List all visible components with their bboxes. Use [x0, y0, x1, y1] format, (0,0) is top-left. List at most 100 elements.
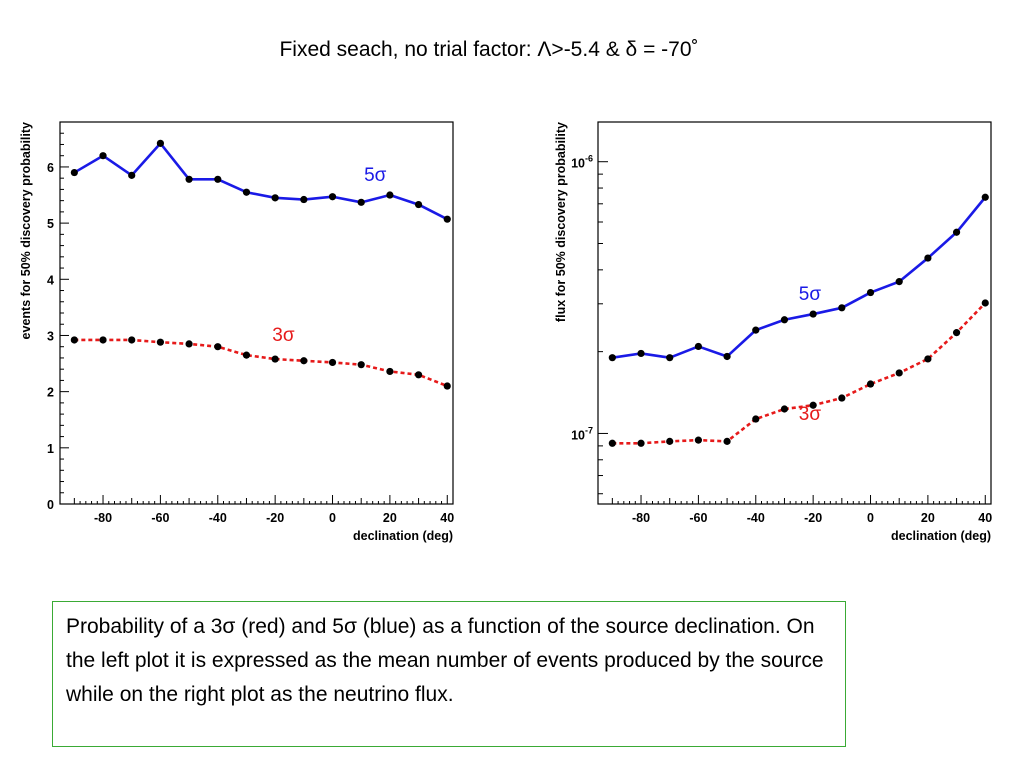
five-sigma-point: [952, 228, 961, 236]
three-sigma-point: [185, 340, 193, 348]
three-sigma-label: 3σ: [799, 404, 822, 425]
five-sigma-point: [981, 193, 989, 201]
y-tick-exponent: -6: [585, 154, 593, 164]
three-sigma-point: [780, 405, 789, 413]
three-sigma-point: [838, 394, 846, 402]
x-tick-label: 40: [440, 511, 454, 525]
five-sigma-point: [214, 175, 222, 183]
five-sigma-label: 5σ: [364, 165, 387, 186]
three-sigma-point: [924, 355, 932, 363]
five-sigma-line: [73, 142, 448, 221]
three-sigma-point: [99, 336, 107, 344]
y-tick-label: 1: [47, 442, 54, 456]
y-tick-label: 6: [47, 161, 54, 175]
y-tick-label: 3: [47, 329, 54, 343]
five-sigma-point: [924, 254, 932, 262]
three-sigma-point: [637, 439, 645, 447]
x-axis-title: declination (deg): [353, 529, 453, 543]
five-sigma-point: [666, 354, 674, 362]
three-sigma-line: [612, 302, 987, 445]
three-sigma-point: [357, 361, 365, 369]
x-tick-label: -20: [804, 511, 822, 525]
five-sigma-point: [608, 354, 616, 362]
five-sigma-point: [752, 326, 760, 334]
plot-frame: [59, 121, 454, 505]
five-sigma-line: [612, 196, 987, 359]
three-sigma-point: [128, 336, 136, 344]
y-tick-label: 5: [47, 217, 54, 231]
three-sigma-point: [156, 338, 165, 346]
three-sigma-point: [242, 351, 251, 359]
five-sigma-point: [271, 194, 279, 202]
five-sigma-point: [99, 152, 107, 160]
plot-frame: [597, 121, 992, 505]
five-sigma-label: 5σ: [799, 284, 822, 305]
five-sigma-point: [780, 316, 789, 324]
three-sigma-line: [74, 338, 448, 388]
caption-box: Probability of a 3σ (red) and 5σ (blue) …: [52, 601, 846, 747]
five-sigma-point: [694, 342, 703, 351]
five-sigma-point: [357, 198, 365, 206]
three-sigma-point: [694, 436, 703, 444]
five-sigma-point: [443, 215, 451, 223]
five-sigma-point: [414, 200, 423, 209]
slide-title: Fixed seach, no trial factor: Λ>-5.4 & δ…: [279, 38, 699, 61]
three-sigma-point: [895, 369, 903, 377]
three-sigma-point: [271, 355, 279, 363]
three-sigma-point: [300, 357, 308, 365]
five-sigma-point: [866, 288, 875, 297]
three-sigma-point: [386, 367, 394, 376]
five-sigma-point: [242, 188, 251, 196]
y-tick-label: 10-7: [571, 425, 593, 442]
five-sigma-point: [70, 168, 78, 177]
three-sigma-point: [752, 415, 760, 423]
x-tick-label: 0: [329, 511, 336, 525]
three-sigma-point: [414, 371, 423, 379]
five-sigma-point: [156, 139, 165, 147]
three-sigma-point: [866, 380, 875, 388]
five-sigma-point: [386, 191, 394, 199]
y-tick-exponent: -7: [585, 425, 593, 435]
five-sigma-point: [185, 175, 193, 183]
three-sigma-point: [214, 343, 222, 351]
caption-text: Probability of a 3σ (red) and 5σ (blue) …: [66, 615, 824, 706]
x-axis-title: declination (deg): [891, 529, 991, 543]
three-sigma-point: [608, 439, 616, 447]
x-tick-label: -20: [266, 511, 284, 525]
five-sigma-point: [838, 304, 846, 312]
five-sigma-point: [128, 171, 136, 179]
x-tick-label: -40: [209, 511, 227, 525]
three-sigma-point: [666, 437, 674, 445]
three-sigma-point: [809, 401, 817, 409]
x-tick-label: 40: [978, 511, 992, 525]
x-tick-label: -80: [94, 511, 112, 525]
five-sigma-point: [328, 193, 337, 201]
three-sigma-point: [981, 299, 989, 307]
x-tick-label: -40: [747, 511, 765, 525]
three-sigma-point: [328, 358, 337, 367]
y-axis-title: flux for 50% discovery probability: [554, 122, 568, 322]
y-tick-label: 4: [47, 273, 54, 287]
five-sigma-point: [895, 278, 903, 286]
x-tick-label: 20: [921, 511, 935, 525]
five-sigma-point: [637, 349, 645, 358]
y-tick-label: 0: [47, 498, 54, 512]
y-axis-title: events for 50% discovery probability: [19, 122, 33, 339]
x-tick-label: 0: [867, 511, 874, 525]
five-sigma-point: [300, 195, 308, 204]
five-sigma-point: [809, 310, 817, 318]
three-sigma-label: 3σ: [272, 325, 295, 346]
y-tick-base: 10: [571, 428, 585, 442]
x-tick-label: -80: [632, 511, 650, 525]
x-tick-label: -60: [689, 511, 707, 525]
x-tick-label: -60: [151, 511, 169, 525]
x-tick-label: 20: [383, 511, 397, 525]
three-sigma-point: [70, 336, 78, 344]
three-sigma-point: [952, 329, 961, 337]
y-tick-base: 10: [571, 157, 585, 171]
events-vs-declination-chart: -80 -60 -40 -20 0 20 40 0 1 2 3 4 5 6 declination (deg…: [19, 121, 454, 543]
five-sigma-point: [723, 352, 731, 361]
three-sigma-point: [443, 382, 451, 390]
three-sigma-point: [723, 437, 731, 445]
